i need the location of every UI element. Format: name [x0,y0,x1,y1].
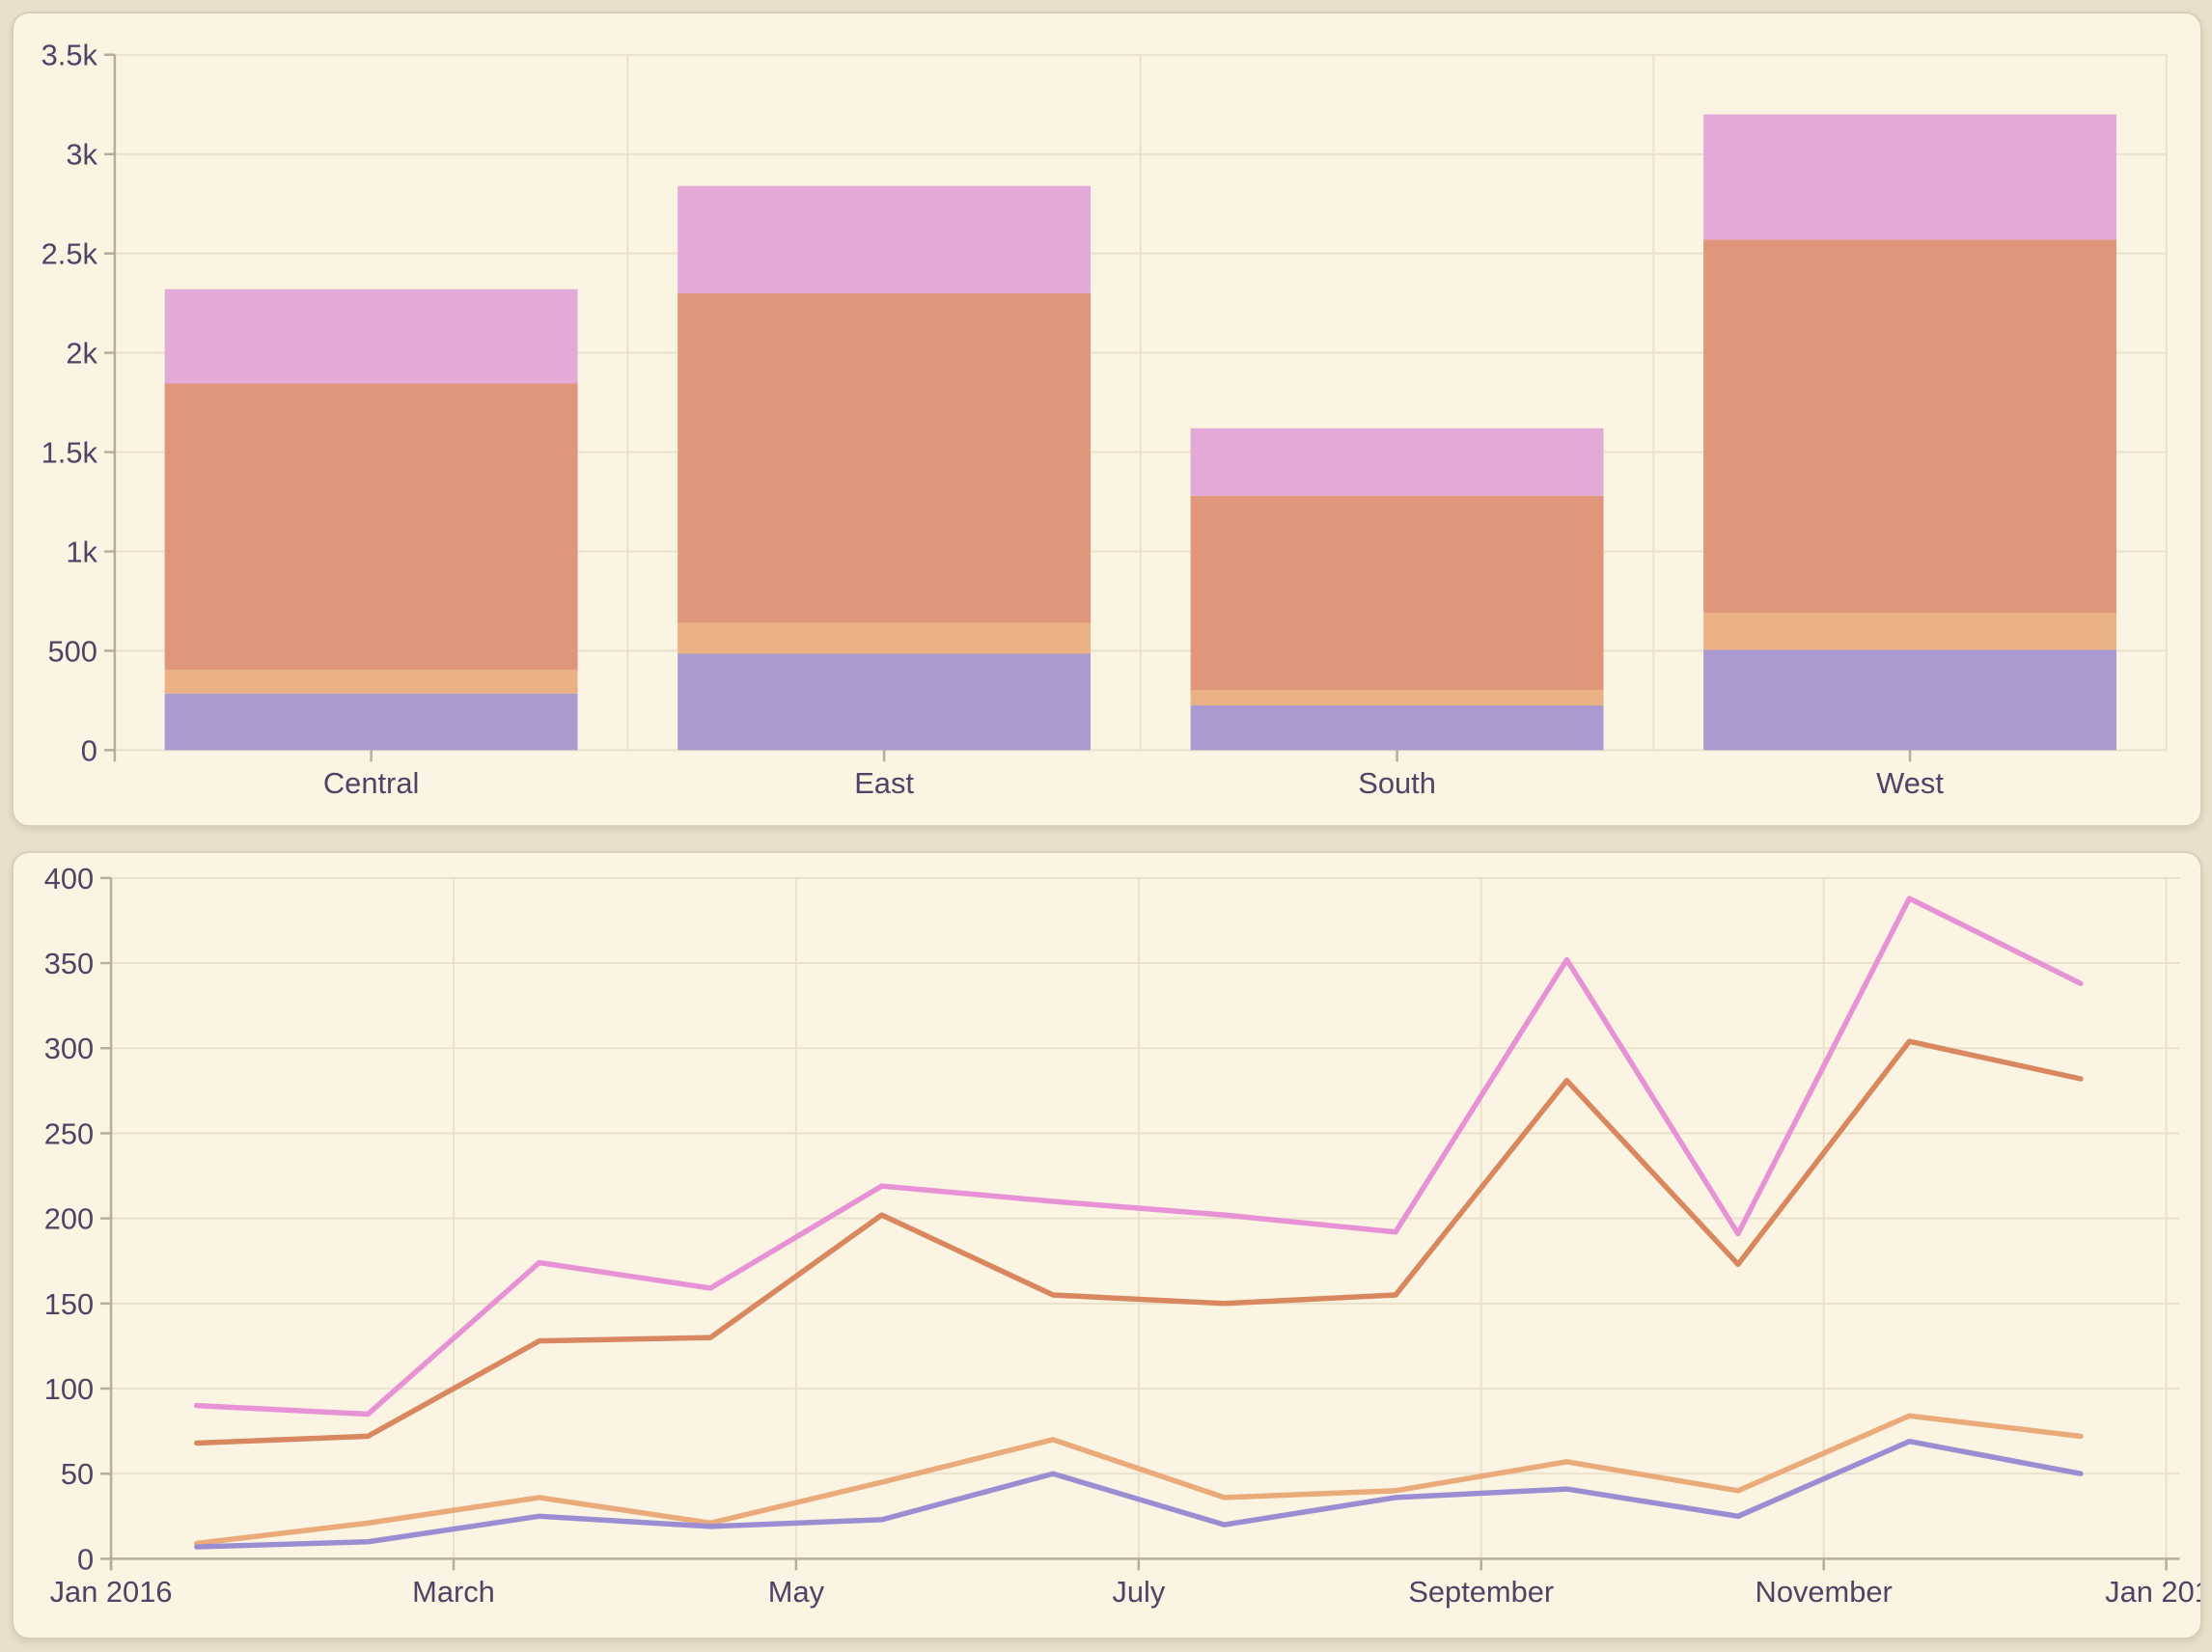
y-tick-label: 3.5k [41,39,98,72]
stacked-bar-chart-panel: 0 500 1k 1.5k 2k 2.5k 3k 3.5k Central East South We… [12,12,2202,827]
bar-segment-east-segment-salmon[interactable] [677,292,1092,623]
bar-segment-central-segment-purple[interactable] [164,693,578,751]
y-tick-label: 0 [77,1542,94,1576]
y-tick-label: 150 [44,1287,94,1321]
bar-segment-west-segment-purple[interactable] [1703,649,2116,751]
y-tick-label: 400 [44,862,94,895]
bar-segment-east-segment-purple[interactable] [677,653,1092,751]
x-tick-label: Jan 2017 [2105,1575,2200,1609]
y-tick-label: 1k [66,535,97,568]
y-tick-label: 2k [66,337,97,371]
y-tick-label: 300 [44,1032,94,1065]
bar-segment-south-segment-salmon[interactable] [1190,495,1604,690]
x-tick-label: July [1112,1575,1165,1609]
y-tick-label: 500 [48,634,97,668]
bar-segment-south-segment-tan[interactable] [1190,689,1604,706]
y-tick-label: 50 [61,1457,94,1491]
category-label-west: West [1876,766,1944,800]
y-tick-label: 0 [81,733,97,767]
x-tick-label: September [1408,1575,1554,1609]
y-tick-label: 1.5k [41,436,98,470]
category-label-central: Central [323,766,419,800]
line-pink[interactable] [194,895,2084,1418]
x-tick-label: March [412,1575,495,1609]
line-purple[interactable] [194,1438,2084,1550]
line-chart-panel: 0 50 100 150 200 250 300 350 400 Jan 2016 March May… [12,851,2202,1639]
x-tick-label: November [1756,1575,1893,1609]
category-label-south: South [1358,766,1436,800]
bar-segment-west-segment-pink[interactable] [1703,114,2116,240]
line-tan[interactable] [194,1413,2084,1547]
y-tick-label: 3k [66,138,97,172]
y-tick-label: 100 [44,1372,94,1406]
stacked-bar-chart: 0 500 1k 1.5k 2k 2.5k 3k 3.5k Central East South We… [41,39,2168,800]
y-tick-label: 250 [44,1116,94,1150]
category-label-east: East [854,766,914,800]
y-tick-label: 200 [44,1202,94,1236]
x-tick-label: May [768,1575,825,1609]
bar-segment-west-segment-salmon[interactable] [1703,239,2116,614]
x-tick-label: Jan 2016 [50,1575,173,1609]
bar-segment-south-segment-purple[interactable] [1190,705,1604,751]
y-tick-label: 350 [44,947,94,980]
bar-segment-east-segment-tan[interactable] [677,622,1092,654]
line-chart: 0 50 100 150 200 250 300 350 400 Jan 2016 March May… [44,862,2200,1609]
line-salmon[interactable] [194,1038,2084,1446]
bar-segment-central-segment-pink[interactable] [164,289,578,384]
bar-segment-west-segment-tan[interactable] [1703,613,2116,650]
bar-segment-south-segment-pink[interactable] [1190,427,1604,496]
y-tick-label: 2.5k [41,237,98,271]
bar-segment-east-segment-pink[interactable] [677,185,1092,293]
bar-segment-central-segment-salmon[interactable] [164,383,578,670]
bar-segment-central-segment-tan[interactable] [164,669,578,694]
